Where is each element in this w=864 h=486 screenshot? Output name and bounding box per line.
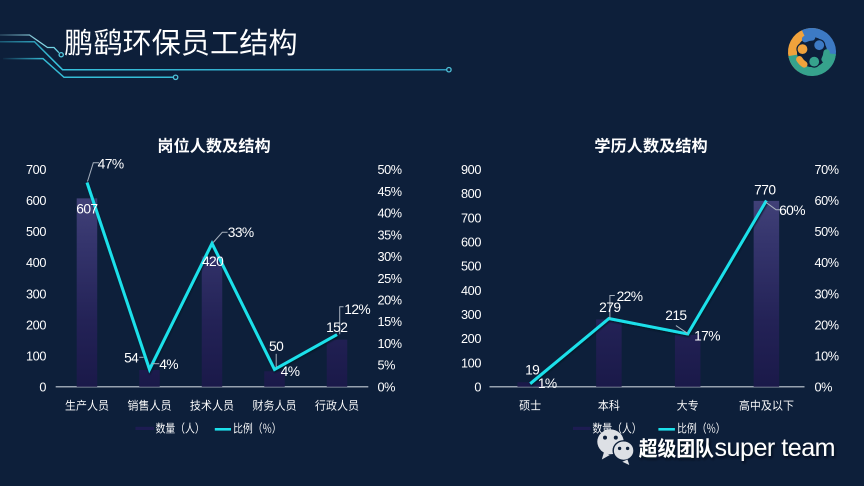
svg-text:super team: super team [715, 434, 836, 462]
svg-text:22%: 22% [617, 289, 643, 304]
svg-text:15%: 15% [378, 315, 402, 329]
svg-text:607: 607 [76, 202, 97, 217]
svg-text:40%: 40% [815, 256, 839, 270]
svg-text:12%: 12% [344, 302, 370, 317]
svg-text:200: 200 [26, 318, 46, 332]
svg-text:700: 700 [461, 211, 481, 225]
svg-text:54: 54 [124, 351, 139, 366]
svg-text:40%: 40% [378, 207, 402, 221]
svg-text:800: 800 [461, 187, 481, 201]
svg-text:0%: 0% [378, 380, 396, 394]
svg-text:300: 300 [461, 308, 481, 322]
svg-text:0: 0 [39, 380, 46, 394]
svg-text:100: 100 [26, 349, 46, 363]
svg-text:60%: 60% [815, 194, 839, 208]
svg-text:35%: 35% [378, 228, 402, 242]
svg-text:20%: 20% [815, 318, 839, 332]
svg-text:50%: 50% [378, 163, 402, 177]
svg-text:4%: 4% [281, 364, 300, 379]
svg-text:20%: 20% [378, 294, 402, 308]
svg-text:50: 50 [269, 339, 284, 354]
svg-text:25%: 25% [378, 272, 402, 286]
svg-text:152: 152 [326, 320, 347, 335]
svg-text:17%: 17% [694, 329, 720, 344]
svg-text:400: 400 [461, 284, 481, 298]
svg-text:600: 600 [461, 236, 481, 250]
svg-text:60%: 60% [779, 203, 805, 218]
svg-text:200: 200 [461, 332, 481, 346]
svg-text:400: 400 [26, 256, 46, 270]
svg-text:0: 0 [474, 380, 481, 394]
svg-text:500: 500 [461, 260, 481, 274]
svg-text:33%: 33% [228, 225, 254, 240]
svg-text:600: 600 [26, 194, 46, 208]
svg-text:47%: 47% [98, 157, 124, 172]
svg-text:70%: 70% [815, 163, 839, 177]
svg-text:1%: 1% [538, 376, 557, 391]
svg-text:5%: 5% [378, 359, 396, 373]
svg-text:10%: 10% [815, 349, 839, 363]
svg-text:19: 19 [525, 362, 540, 377]
svg-text:10%: 10% [378, 337, 402, 351]
svg-text:900: 900 [461, 163, 481, 177]
svg-text:50%: 50% [815, 225, 839, 239]
svg-text:215: 215 [665, 308, 687, 323]
svg-text:4%: 4% [159, 357, 178, 372]
svg-text:500: 500 [26, 225, 46, 239]
svg-text:45%: 45% [378, 185, 402, 199]
svg-text:30%: 30% [378, 250, 402, 264]
svg-text:420: 420 [202, 254, 224, 269]
svg-text:700: 700 [26, 163, 46, 177]
svg-text:0%: 0% [815, 380, 833, 394]
svg-text:770: 770 [754, 182, 776, 197]
svg-text:30%: 30% [815, 287, 839, 301]
svg-text:100: 100 [461, 356, 481, 370]
svg-text:300: 300 [26, 287, 46, 301]
svg-text:279: 279 [599, 300, 621, 315]
